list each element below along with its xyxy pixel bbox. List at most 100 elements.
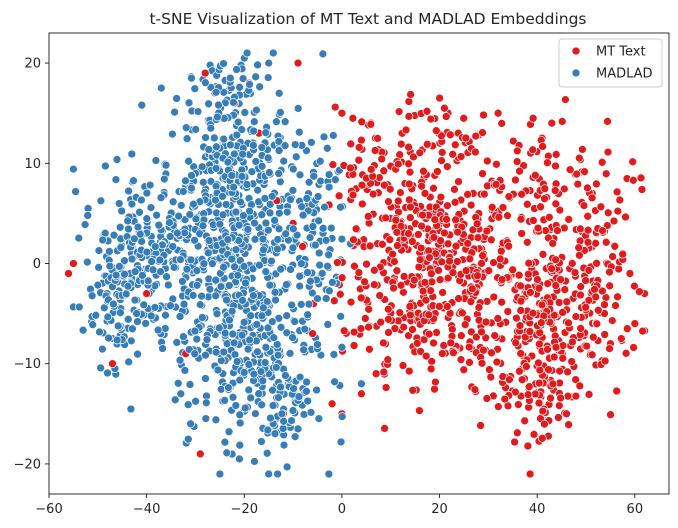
point-madlad: [115, 222, 125, 232]
point-madlad: [276, 108, 285, 117]
point-mt-text: [549, 352, 559, 362]
point-madlad: [273, 469, 282, 479]
point-madlad: [165, 218, 174, 227]
point-mt-text: [581, 276, 590, 285]
point-madlad: [152, 210, 161, 220]
point-madlad: [330, 377, 339, 387]
point-madlad: [91, 310, 101, 320]
point-mt-text: [396, 280, 406, 290]
point-mt-text: [613, 206, 623, 216]
point-madlad: [228, 392, 238, 402]
point-madlad: [220, 396, 230, 405]
point-madlad: [230, 262, 239, 272]
point-mt-text: [421, 351, 431, 361]
point-mt-text: [486, 235, 496, 245]
point-madlad: [295, 271, 305, 281]
point-madlad: [165, 232, 175, 241]
point-madlad: [252, 320, 262, 329]
point-mt-text: [601, 169, 611, 179]
point-mt-text: [443, 239, 453, 249]
point-madlad: [252, 105, 261, 115]
point-mt-text: [393, 196, 403, 206]
point-mt-text: [420, 278, 430, 287]
point-mt-text: [603, 208, 613, 218]
point-madlad: [133, 349, 142, 359]
point-mt-text: [548, 239, 558, 248]
point-mt-text: [379, 367, 389, 377]
point-madlad: [257, 400, 267, 410]
point-madlad: [180, 366, 190, 375]
point-madlad: [198, 221, 208, 231]
point-madlad: [172, 228, 182, 238]
point-mt-text: [479, 189, 489, 199]
point-madlad: [142, 247, 152, 257]
point-mt-text: [514, 270, 524, 280]
point-mt-text: [636, 173, 646, 183]
point-mt-text: [408, 237, 417, 246]
point-madlad: [98, 235, 108, 245]
point-mt-text: [512, 428, 522, 438]
point-madlad: [123, 281, 133, 291]
point-mt-text: [369, 265, 379, 275]
point-mt-text: [384, 314, 393, 324]
point-madlad: [241, 278, 250, 288]
point-mt-text: [470, 385, 480, 394]
point-madlad: [267, 191, 277, 201]
point-mt-text: [437, 148, 447, 157]
point-mt-text: [528, 113, 538, 123]
point-madlad: [274, 137, 284, 146]
point-madlad: [274, 393, 283, 402]
point-mt-text: [540, 184, 550, 194]
point-mt-text: [473, 271, 482, 281]
y-axis: −20 −10 0 10 20: [14, 57, 49, 472]
point-mt-text: [436, 192, 446, 202]
point-madlad: [227, 254, 237, 264]
point-mt-text: [357, 389, 366, 399]
point-madlad: [183, 400, 193, 410]
point-madlad: [150, 242, 160, 251]
point-mt-text: [536, 318, 546, 328]
point-mt-text: [516, 306, 526, 315]
point-madlad: [311, 240, 320, 250]
point-madlad: [175, 355, 185, 365]
point-mt-text: [628, 175, 638, 185]
point-madlad: [179, 299, 189, 309]
point-madlad: [303, 396, 313, 406]
point-mt-text: [526, 288, 535, 297]
point-madlad: [117, 206, 127, 216]
point-mt-text: [404, 97, 414, 106]
point-madlad: [268, 48, 278, 58]
point-madlad: [182, 134, 192, 144]
point-mt-text: [587, 193, 597, 203]
point-mt-text: [451, 241, 461, 251]
point-mt-text: [601, 237, 611, 247]
point-madlad: [299, 345, 308, 355]
point-mt-text: [576, 290, 585, 300]
point-mt-text: [381, 213, 391, 223]
point-mt-text: [69, 259, 78, 268]
point-mt-text: [582, 341, 592, 351]
x-axis: −60 −40 −20 0 20 40 60: [35, 494, 643, 517]
point-mt-text: [415, 148, 425, 158]
point-madlad: [257, 311, 267, 321]
point-madlad: [223, 157, 233, 167]
point-mt-text: [456, 331, 466, 341]
point-madlad: [203, 248, 213, 258]
point-madlad: [336, 202, 345, 212]
point-madlad: [195, 300, 205, 309]
point-mt-text: [327, 399, 337, 409]
point-mt-text: [524, 269, 533, 279]
point-madlad: [229, 98, 238, 107]
point-mt-text: [555, 366, 564, 376]
point-madlad: [225, 73, 235, 83]
point-mt-text: [584, 295, 594, 305]
point-mt-text: [571, 312, 581, 321]
point-madlad: [126, 336, 136, 346]
point-mt-text: [575, 224, 585, 234]
point-madlad: [82, 257, 92, 267]
point-mt-text: [550, 186, 560, 195]
point-madlad: [313, 294, 322, 303]
point-madlad: [184, 98, 194, 108]
point-mt-text: [535, 339, 544, 349]
point-madlad: [128, 324, 137, 334]
